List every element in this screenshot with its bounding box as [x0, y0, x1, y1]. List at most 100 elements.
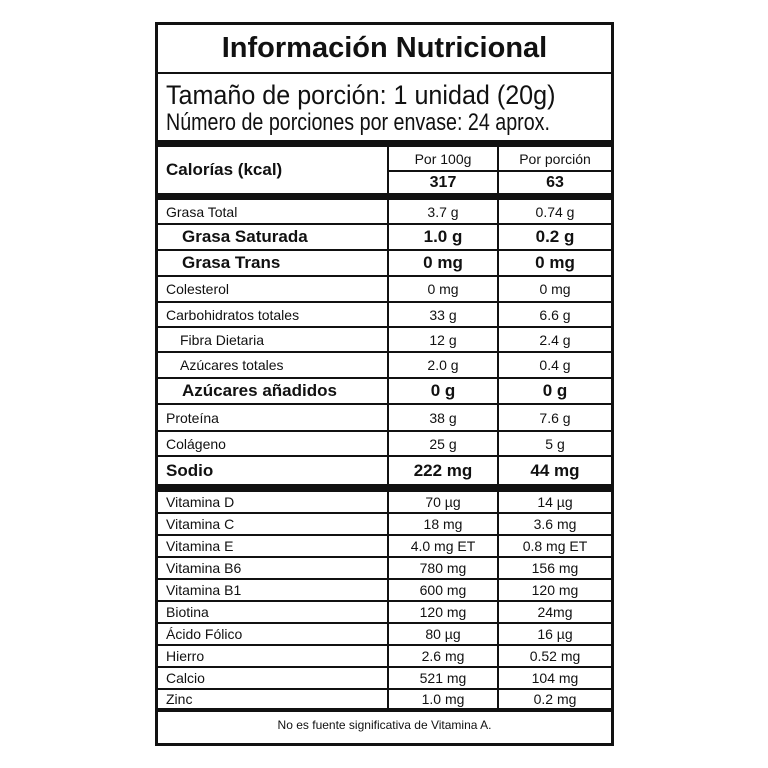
value-per-100g: 0 mg [389, 277, 499, 301]
value-per-serving: 0 mg [535, 253, 575, 272]
table-row: Grasa Trans 0 mg 0 mg [158, 251, 611, 277]
value-per-100g: 222 mg [389, 457, 499, 484]
nutrient-name: Vitamina B1 [158, 580, 389, 600]
nutrition-facts-label: Información Nutricional Tamaño de porció… [155, 22, 614, 746]
value-per-100g: 25 g [389, 432, 499, 455]
value-per-100g: 0 g [389, 379, 499, 403]
calories-per-100g: 317 [429, 173, 457, 191]
value-per-serving: 0.2 mg [533, 691, 577, 707]
nutrient-name: Grasa Trans [158, 251, 389, 275]
table-row: Azúcares totales 2.0 g 0.4 g [158, 353, 611, 379]
value-per-serving: 120 mg [531, 582, 579, 598]
table-row: Sodio 222 mg 44 mg [158, 457, 611, 492]
label-title: Información Nutricional [158, 25, 611, 74]
per-serving-header: Por porción [499, 147, 611, 172]
value-per-100g: 4.0 mg ET [389, 536, 499, 556]
value-per-serving: 104 mg [531, 670, 579, 686]
calories-per-serving: 63 [546, 173, 564, 191]
value-per-serving: 0 mg [539, 281, 571, 297]
value-per-serving: 6.6 g [539, 306, 571, 323]
value-per-serving: 0.8 mg ET [522, 538, 588, 554]
nutrients-table: Grasa Total 3.7 g 0.74 g Grasa Saturada 1.0 … [158, 200, 611, 492]
value-per-100g: 38 g [389, 405, 499, 430]
table-row: Proteína 38 g 7.6 g [158, 405, 611, 432]
nutrient-name: Grasa Saturada [158, 225, 389, 249]
nutrient-name: Azúcares añadidos [158, 379, 389, 403]
value-per-100g: 70 µg [389, 492, 499, 512]
nutrient-name: Vitamina C [158, 514, 389, 534]
nutrient-name: Vitamina E [158, 536, 389, 556]
value-per-serving: 2.4 g [539, 331, 571, 348]
value-per-serving: 156 mg [531, 560, 579, 576]
table-row: Vitamina B6 780 mg 156 mg [158, 558, 611, 580]
value-per-100g: 0 mg [389, 251, 499, 275]
nutrient-name: Grasa Total [158, 200, 389, 223]
value-per-100g: 521 mg [389, 668, 499, 688]
per-100g-header: Por 100g [389, 147, 497, 172]
vitamins-table: Vitamina D 70 µg 14 µg Vitamina C 18 mg 3.6 m… [158, 492, 611, 712]
table-row: Vitamina D 70 µg 14 µg [158, 492, 611, 514]
table-row: Vitamina E 4.0 mg ET 0.8 mg ET [158, 536, 611, 558]
table-row: Vitamina B1 600 mg 120 mg [158, 580, 611, 602]
value-per-100g: 33 g [389, 303, 499, 326]
value-per-100g: 80 µg [389, 624, 499, 644]
value-per-100g: 600 mg [389, 580, 499, 600]
nutrient-name: Colágeno [158, 432, 389, 455]
value-per-serving: 44 mg [530, 460, 580, 480]
value-per-serving: 0.74 g [535, 203, 575, 220]
table-row: Zinc 1.0 mg 0.2 mg [158, 690, 611, 712]
value-per-serving: 24mg [537, 604, 573, 620]
value-per-serving: 0 g [542, 381, 568, 400]
value-per-serving: 3.6 mg [533, 516, 577, 532]
value-per-serving: 0.4 g [539, 357, 571, 373]
value-per-100g: 3.7 g [389, 200, 499, 223]
per-serving-column: Por porción 63 [499, 147, 611, 193]
calories-row: Calorías (kcal) Por 100g 317 Por porción… [158, 147, 611, 200]
value-per-100g: 780 mg [389, 558, 499, 578]
table-row: Vitamina C 18 mg 3.6 mg [158, 514, 611, 536]
table-row: Carbohidratos totales 33 g 6.6 g [158, 303, 611, 328]
table-row: Grasa Total 3.7 g 0.74 g [158, 200, 611, 225]
nutrient-name: Ácido Fólico [158, 624, 389, 644]
serving-size: Tamaño de porción: 1 unidad (20g) [166, 80, 556, 110]
nutrient-name: Vitamina D [158, 492, 389, 512]
nutrient-name: Calcio [158, 668, 389, 688]
table-row: Biotina 120 mg 24mg [158, 602, 611, 624]
nutrient-name: Zinc [158, 690, 389, 708]
table-row: Grasa Saturada 1.0 g 0.2 g [158, 225, 611, 251]
value-per-100g: 2.0 g [389, 353, 499, 377]
nutrient-name: Biotina [158, 602, 389, 622]
value-per-serving: 16 µg [537, 626, 573, 642]
table-row: Colesterol 0 mg 0 mg [158, 277, 611, 303]
nutrient-name: Carbohidratos totales [158, 303, 389, 326]
value-per-serving: 0.52 mg [529, 648, 581, 664]
nutrient-name: Azúcares totales [158, 353, 389, 377]
value-per-serving: 0.2 g [535, 227, 575, 246]
footnote: No es fuente significativa de Vitamina A… [277, 718, 492, 732]
value-per-100g: 2.6 mg [389, 646, 499, 666]
nutrient-name: Proteína [158, 405, 389, 430]
value-per-serving: 14 µg [537, 494, 573, 510]
nutrient-name: Colesterol [158, 277, 389, 301]
nutrient-name: Hierro [158, 646, 389, 666]
per-100g-column: Por 100g 317 [389, 147, 499, 193]
value-per-100g: 18 mg [389, 514, 499, 534]
nutrient-name: Sodio [158, 457, 389, 484]
nutrient-name: Fibra Dietaria [158, 328, 389, 351]
value-per-100g: 1.0 g [389, 225, 499, 249]
serving-info: Tamaño de porción: 1 unidad (20g) Número… [158, 74, 611, 147]
servings-per-container: Número de porciones por envase: 24 aprox… [166, 109, 550, 136]
value-per-100g: 1.0 mg [389, 690, 499, 708]
table-row: Ácido Fólico 80 µg 16 µg [158, 624, 611, 646]
table-row: Calcio 521 mg 104 mg [158, 668, 611, 690]
nutrient-name: Vitamina B6 [158, 558, 389, 578]
table-row: Colágeno 25 g 5 g [158, 432, 611, 457]
calories-label: Calorías (kcal) [158, 147, 389, 193]
value-per-serving: 5 g [545, 435, 565, 452]
table-row: Hierro 2.6 mg 0.52 mg [158, 646, 611, 668]
value-per-100g: 120 mg [389, 602, 499, 622]
value-per-100g: 12 g [389, 328, 499, 351]
table-row: Fibra Dietaria 12 g 2.4 g [158, 328, 611, 353]
value-per-serving: 7.6 g [539, 409, 571, 426]
